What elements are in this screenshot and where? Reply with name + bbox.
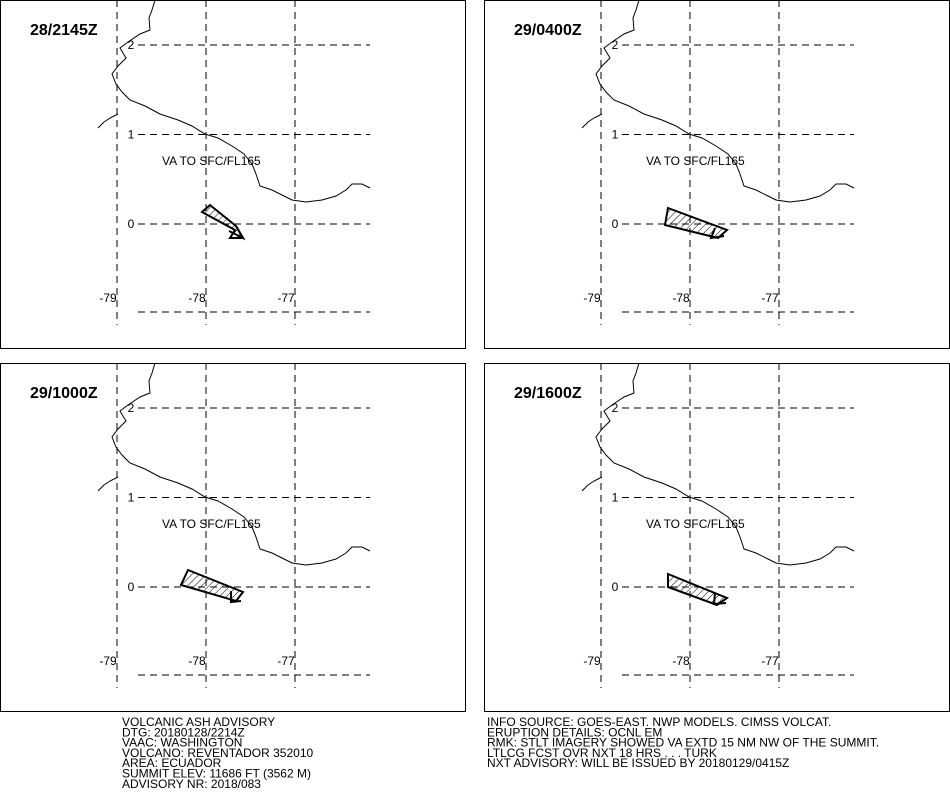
- advisory-line: VOLCANIC ASH ADVISORY: [122, 715, 275, 729]
- lon-tick-label: -79: [583, 654, 601, 668]
- lat-tick-label: 0: [612, 580, 619, 594]
- coastline: [97, 476, 119, 492]
- advisory-line: INFO SOURCE: GOES-EAST. NWP MODELS. CIMS…: [487, 715, 831, 729]
- advisory-line: ERUPTION DETAILS: OCNL EM: [487, 725, 662, 739]
- advisory-line: NXT ADVISORY: WILL BE ISSUED BY 20180129…: [487, 756, 789, 770]
- advisory-line: RMK: STLT IMAGERY SHOWED VA EXTD 15 NM N…: [487, 736, 879, 750]
- lon-tick-label: -77: [761, 291, 779, 305]
- lat-tick-label: 2: [612, 401, 619, 415]
- lat-tick-label: 1: [612, 128, 619, 142]
- map-panel: -79 -78 -77 2 1 0 29/0400Z VA TO SFC/FL165: [484, 0, 950, 349]
- lat-tick-label: 1: [612, 491, 619, 505]
- lon-tick-label: -77: [761, 654, 779, 668]
- lon-tick-label: -78: [188, 291, 206, 305]
- ash-annotation: VA TO SFC/FL165: [162, 517, 261, 531]
- lon-tick-label: -78: [672, 654, 690, 668]
- panel-time: 29/1000Z: [30, 385, 98, 402]
- advisory-line: VAAC: WASHINGTON: [122, 736, 242, 750]
- ash-arrowhead: [230, 591, 242, 604]
- ash-annotation: VA TO SFC/FL165: [162, 154, 261, 168]
- map-panel: -79 -78 -77 2 1 0 28/2145Z VA TO SFC/FL165: [0, 0, 466, 349]
- lon-tick-label: -78: [672, 291, 690, 305]
- panel-frame: [0, 0, 466, 349]
- lon-tick-label: -79: [99, 654, 117, 668]
- advisory-line: SUMMIT ELEV: 11686 FT (3562 M): [122, 767, 311, 781]
- lat-tick-label: 2: [128, 401, 135, 415]
- lon-tick-label: -79: [583, 291, 601, 305]
- lat-tick-label: 0: [128, 217, 135, 231]
- ash-annotation: VA TO SFC/FL165: [646, 517, 745, 531]
- advisory-line: LTLCG FCST OVR NXT 18 HRS . . . TURK: [487, 746, 717, 760]
- lat-tick-label: 2: [128, 38, 135, 52]
- coastline: [595, 362, 855, 566]
- lon-tick-label: -79: [99, 291, 117, 305]
- ash-arrowhead: [712, 592, 727, 606]
- panel-time: 29/0400Z: [514, 22, 582, 39]
- advisory-line: DTG: 20180128/2214Z: [122, 725, 245, 739]
- lat-tick-label: 1: [128, 128, 135, 142]
- ash-annotation: VA TO SFC/FL165: [646, 154, 745, 168]
- ash-arrowhead: [228, 225, 246, 241]
- lat-tick-label: 0: [612, 217, 619, 231]
- coastline: [111, 0, 371, 203]
- panel-frame: [0, 363, 466, 712]
- lat-tick-label: 0: [128, 580, 135, 594]
- advisory-line: VOLCANO: REVENTADOR 352010: [122, 746, 314, 760]
- advisory-line: AREA: ECUADOR: [122, 756, 222, 770]
- coastline: [111, 362, 371, 566]
- panel-time: 28/2145Z: [30, 22, 98, 39]
- advisory-line: ADVISORY NR: 2018/083: [122, 777, 261, 791]
- lat-tick-label: 1: [128, 491, 135, 505]
- ash-area: [667, 572, 730, 607]
- map-panel: -79 -78 -77 2 1 0 29/1000Z VA TO SFC/FL165: [0, 362, 466, 712]
- ash-arrowhead: [709, 227, 725, 240]
- coastline: [595, 0, 855, 203]
- coastline: [581, 113, 603, 129]
- lon-tick-label: -78: [188, 654, 206, 668]
- lon-tick-label: -77: [277, 654, 295, 668]
- ash-area: [663, 206, 729, 240]
- lat-tick-label: 2: [612, 38, 619, 52]
- panel-time: 29/1600Z: [514, 385, 582, 402]
- coastline: [97, 113, 119, 129]
- lon-tick-label: -77: [277, 291, 295, 305]
- coastline: [581, 476, 603, 492]
